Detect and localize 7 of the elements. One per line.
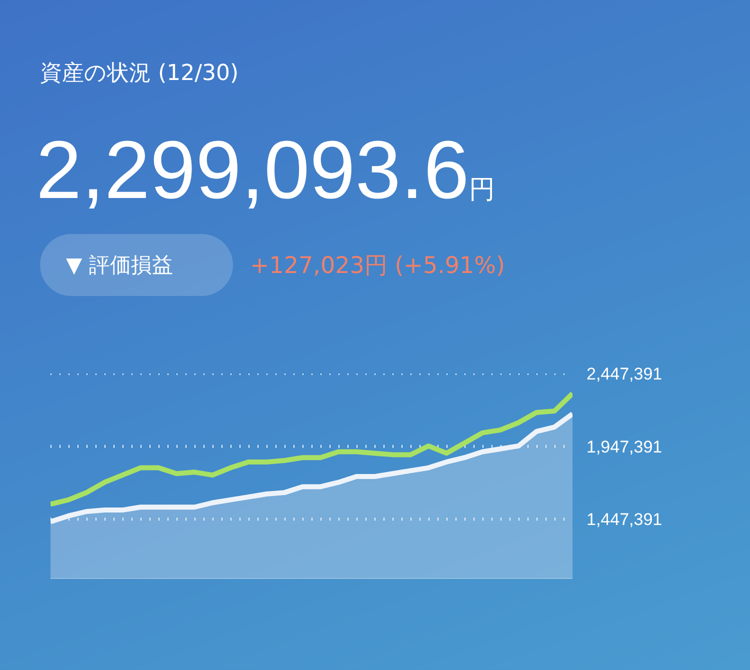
y-tick-label: 2,447,391 [586,364,662,384]
title: 資産の状況 (12/30) [40,60,239,88]
text: +127,023円 (+5.91%) [250,252,505,281]
y-tick-label: 1,947,391 [586,437,662,456]
text: 2,299,093.6円 [36,125,496,216]
text: ▼ 評価損益 [66,252,173,279]
y-tick-label: 1,447,391 [586,510,662,530]
